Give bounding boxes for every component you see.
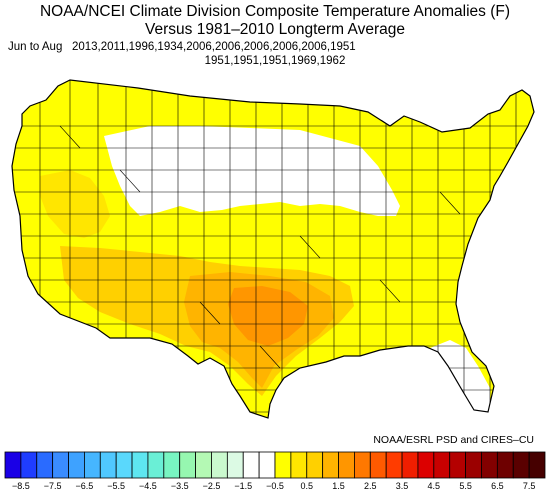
colorbar-swatch [338, 451, 355, 479]
colorbar-swatch [115, 451, 133, 479]
colorbar-swatch [226, 451, 244, 479]
colorbar-tick-label: 2.5 [364, 481, 377, 491]
colorbar-tick-label: −1.5 [234, 481, 252, 491]
colorbar-tick-label: −7.5 [44, 481, 62, 491]
region-great-basin [40, 170, 110, 238]
colorbar-swatch [258, 451, 276, 479]
colorbar-swatch [290, 451, 308, 479]
colorbar-swatch [179, 451, 196, 479]
colorbar-tick-label: −6.5 [76, 481, 94, 491]
colorbar-swatch [211, 451, 228, 479]
colorbar-tick-label: −5.5 [107, 481, 125, 491]
colorbar-swatch [401, 451, 419, 479]
region-oklahoma-texas-peak [228, 286, 308, 346]
region-southeast-florida [430, 340, 490, 412]
colorbar-swatch [52, 451, 69, 479]
period-line-1: Jun to Aug 2013,2011,1996,1934,2006,2006… [8, 41, 356, 54]
colorbar-tick-label: −8.5 [12, 481, 30, 491]
colorbar-swatch [131, 451, 149, 479]
us-anomaly-map [0, 66, 550, 446]
colorbar-tick-label: 4.5 [428, 481, 441, 491]
colorbar-tick-label: −2.5 [203, 481, 221, 491]
colorbar-swatch [385, 451, 403, 479]
colorbar-swatch [84, 451, 101, 479]
colorbar-tick-label: −0.5 [266, 481, 284, 491]
colorbar-swatch [417, 451, 435, 479]
colorbar-swatch [306, 451, 324, 479]
colorbar-tick-label: 0.5 [301, 481, 314, 491]
colorbar-swatch [354, 451, 371, 479]
colorbar-tick-label: −3.5 [171, 481, 189, 491]
period-label: Jun to Aug [8, 41, 63, 53]
colorbar-swatch [512, 451, 530, 479]
credit-text: NOAA/ESRL PSD and CIRES–CU [373, 434, 534, 446]
colorbar-swatch [274, 451, 292, 479]
colorbar-swatch [4, 451, 22, 479]
colorbar-swatch [20, 451, 38, 479]
colorbar-tick-label: 1.5 [332, 481, 345, 491]
colorbar-swatch [528, 451, 546, 479]
colorbar-swatch [465, 451, 482, 479]
colorbar-tick-label: 6.5 [491, 481, 504, 491]
colorbar-swatch [449, 451, 466, 479]
colorbar-swatch [163, 451, 181, 479]
years-list-1: 2013,2011,1996,1934,2006,2006,2006,2006,… [71, 41, 356, 53]
colorbar-swatch [496, 451, 514, 479]
colorbar-swatch [433, 451, 451, 479]
colorbar-swatch [195, 451, 212, 479]
colorbar: −8.5 −7.5 −6.5 −5.5 −4.5 −3.5 −2.5 −1.5 −0.5 0.5 1… [4, 451, 546, 491]
map-subtitle: Versus 1981–2010 Longterm Average [145, 21, 405, 38]
colorbar-swatch [68, 451, 85, 479]
colorbar-swatch [481, 451, 498, 479]
years-list-2: 1951,1951,1951,1969,1962 [204, 55, 346, 67]
colorbar-swatch [369, 451, 387, 479]
colorbar-tick-label: 3.5 [396, 481, 409, 491]
colorbar-tick-label: 7.5 [523, 481, 536, 491]
colorbar-swatch [147, 451, 165, 479]
colorbar-swatch [242, 451, 260, 479]
colorbar-tick-label: −4.5 [139, 481, 157, 491]
division-grid [12, 80, 534, 418]
map-title: NOAA/NCEI Climate Division Composite Tem… [39, 3, 511, 20]
us-outline [11, 79, 535, 419]
colorbar-swatch [322, 451, 339, 479]
colorbar-tick-label: 5.5 [459, 481, 472, 491]
colorbar-swatch [99, 451, 117, 479]
colorbar-swatch [36, 451, 54, 479]
